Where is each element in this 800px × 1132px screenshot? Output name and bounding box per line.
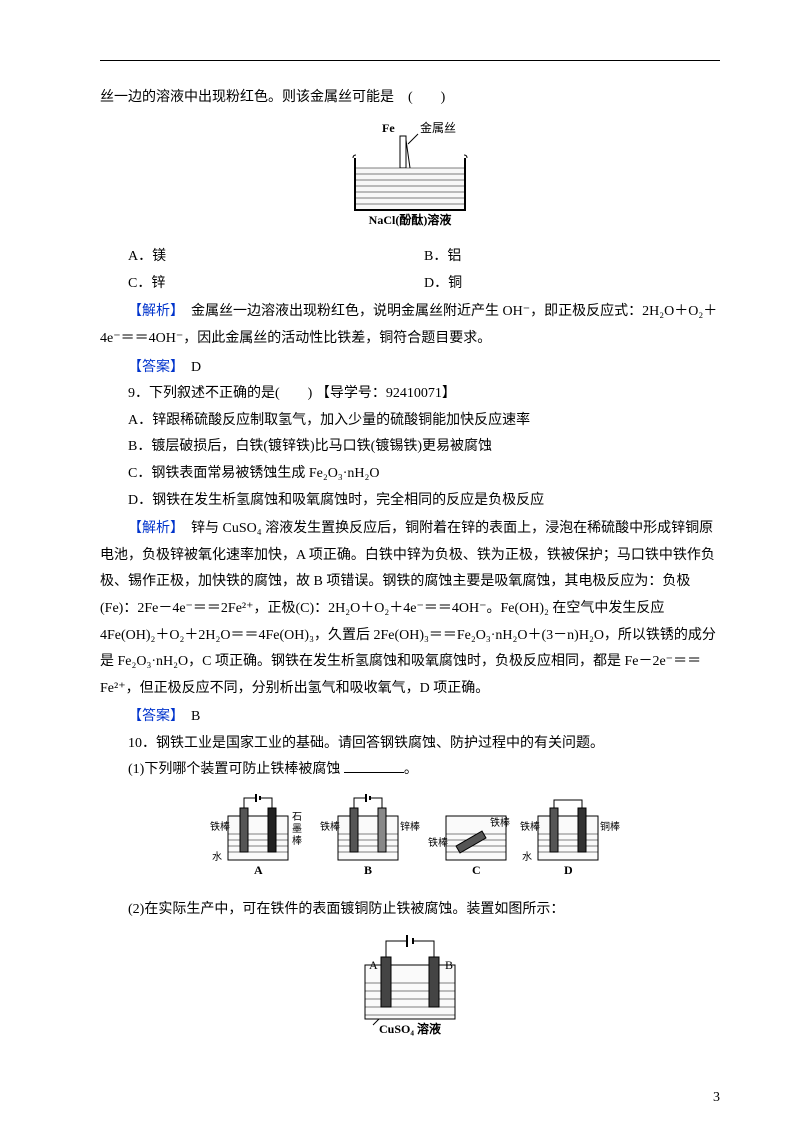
analysis-label: 【解析】 [128,302,177,318]
q8-options: A．镁 B．铝 C．锌 D．铜 [100,244,720,297]
answer8-text: D [177,360,201,375]
svg-text:锌棒: 锌棒 [400,820,420,833]
q10-p2: (2)在实际生产中，可在铁件的表面镀铜防止铁被腐蚀。装置如图所示： [100,897,720,924]
opt-d: D．铜 [424,271,720,298]
svg-text:铁棒: 铁棒 [490,816,510,829]
fe-label: Fe [382,121,395,135]
q9-c: C．钢铁表面常易被锈蚀生成 Fe₂O₃·nH₂O [100,461,720,488]
answer9-text: B [177,709,200,724]
opt-a: A．镁 [128,244,424,271]
svg-text:石: 石 [292,812,302,823]
svg-text:CuSO₄ 溶液: CuSO₄ 溶液 [379,1021,441,1036]
svg-text:铁棒: 铁棒 [520,820,540,833]
analysis9: 【解析】 锌与 CuSO₄ 溶液发生置换反应后，铜附着在锌的表面上，浸泡在稀硫酸… [100,514,720,702]
analysis9-text: 锌与 CuSO₄ 溶液发生置换反应后，铜附着在锌的表面上，浸泡在稀硫酸中形成锌铜… [100,521,716,696]
svg-text:水: 水 [522,851,532,863]
svg-text:B: B [445,958,453,972]
top-rule [100,60,720,61]
blank-fill [344,758,404,773]
q10-stem: 10．钢铁工业是国家工业的基础。请回答钢铁腐蚀、防护过程中的有关问题。 [100,731,720,758]
svg-text:C: C [472,863,481,877]
q9-a: A．锌跟稀硫酸反应制取氢气，加入少量的硫酸铜能加快反应速率 [100,408,720,435]
figure-beaker-fe: Fe 金属丝 NaCl(酚酞)溶液 [100,118,720,239]
svg-text:D: D [564,863,573,877]
svg-text:墨: 墨 [292,823,302,835]
opt-b: B．铝 [424,244,720,271]
page-number: 3 [713,1085,720,1112]
q10-p1-pre: (1)下列哪个装置可防止铁棒被腐蚀 [128,762,344,777]
q9-d: D．钢铁在发生析氢腐蚀和吸氧腐蚀时，完全相同的反应是负极反应 [100,488,720,515]
q9-stem: 9．下列叙述不正确的是( ) 【导学号：92410071】 [100,381,720,408]
solution-label: NaCl(酚酞)溶液 [369,212,452,227]
svg-text:B: B [364,863,372,877]
svg-text:水: 水 [212,851,222,863]
answer-label: 【答案】 [128,707,177,723]
q8-cont: 丝一边的溶液中出现粉红色。则该金属丝可能是 ( ) [100,85,720,112]
answer8: 【答案】 D [100,353,720,382]
analysis8-text: 金属丝一边溶液出现粉红色，说明金属丝附近产生 OH⁻，即正极反应式：2H₂O＋O… [100,304,717,346]
svg-text:A: A [369,958,378,972]
answer9: 【答案】 B [100,702,720,731]
svg-text:铁棒: 铁棒 [320,820,340,833]
analysis8: 【解析】 金属丝一边溶液出现粉红色，说明金属丝附近产生 OH⁻，即正极反应式：2… [100,297,720,352]
q10-p1-suf: 。 [404,762,418,777]
figure-electroplating: A B CuSO₄ 溶液 [100,929,720,1050]
svg-text:铜棒: 铜棒 [600,820,620,833]
svg-text:铁棒: 铁棒 [428,836,448,849]
q10-p1: (1)下列哪个装置可防止铁棒被腐蚀 。 [100,757,720,784]
svg-text:铁棒: 铁棒 [210,820,230,833]
svg-text:棒: 棒 [292,834,302,847]
svg-text:A: A [254,863,263,877]
q9-b: B．镀层破损后，白铁(镀锌铁)比马口铁(镀锡铁)更易被腐蚀 [100,434,720,461]
answer-label: 【答案】 [128,358,177,374]
figure-four-beakers: 铁棒 石 墨 棒 水 A 铁棒 锌棒 B [100,790,720,891]
analysis-label: 【解析】 [128,519,177,535]
wire-label: 金属丝 [420,120,456,135]
opt-c: C．锌 [128,271,424,298]
